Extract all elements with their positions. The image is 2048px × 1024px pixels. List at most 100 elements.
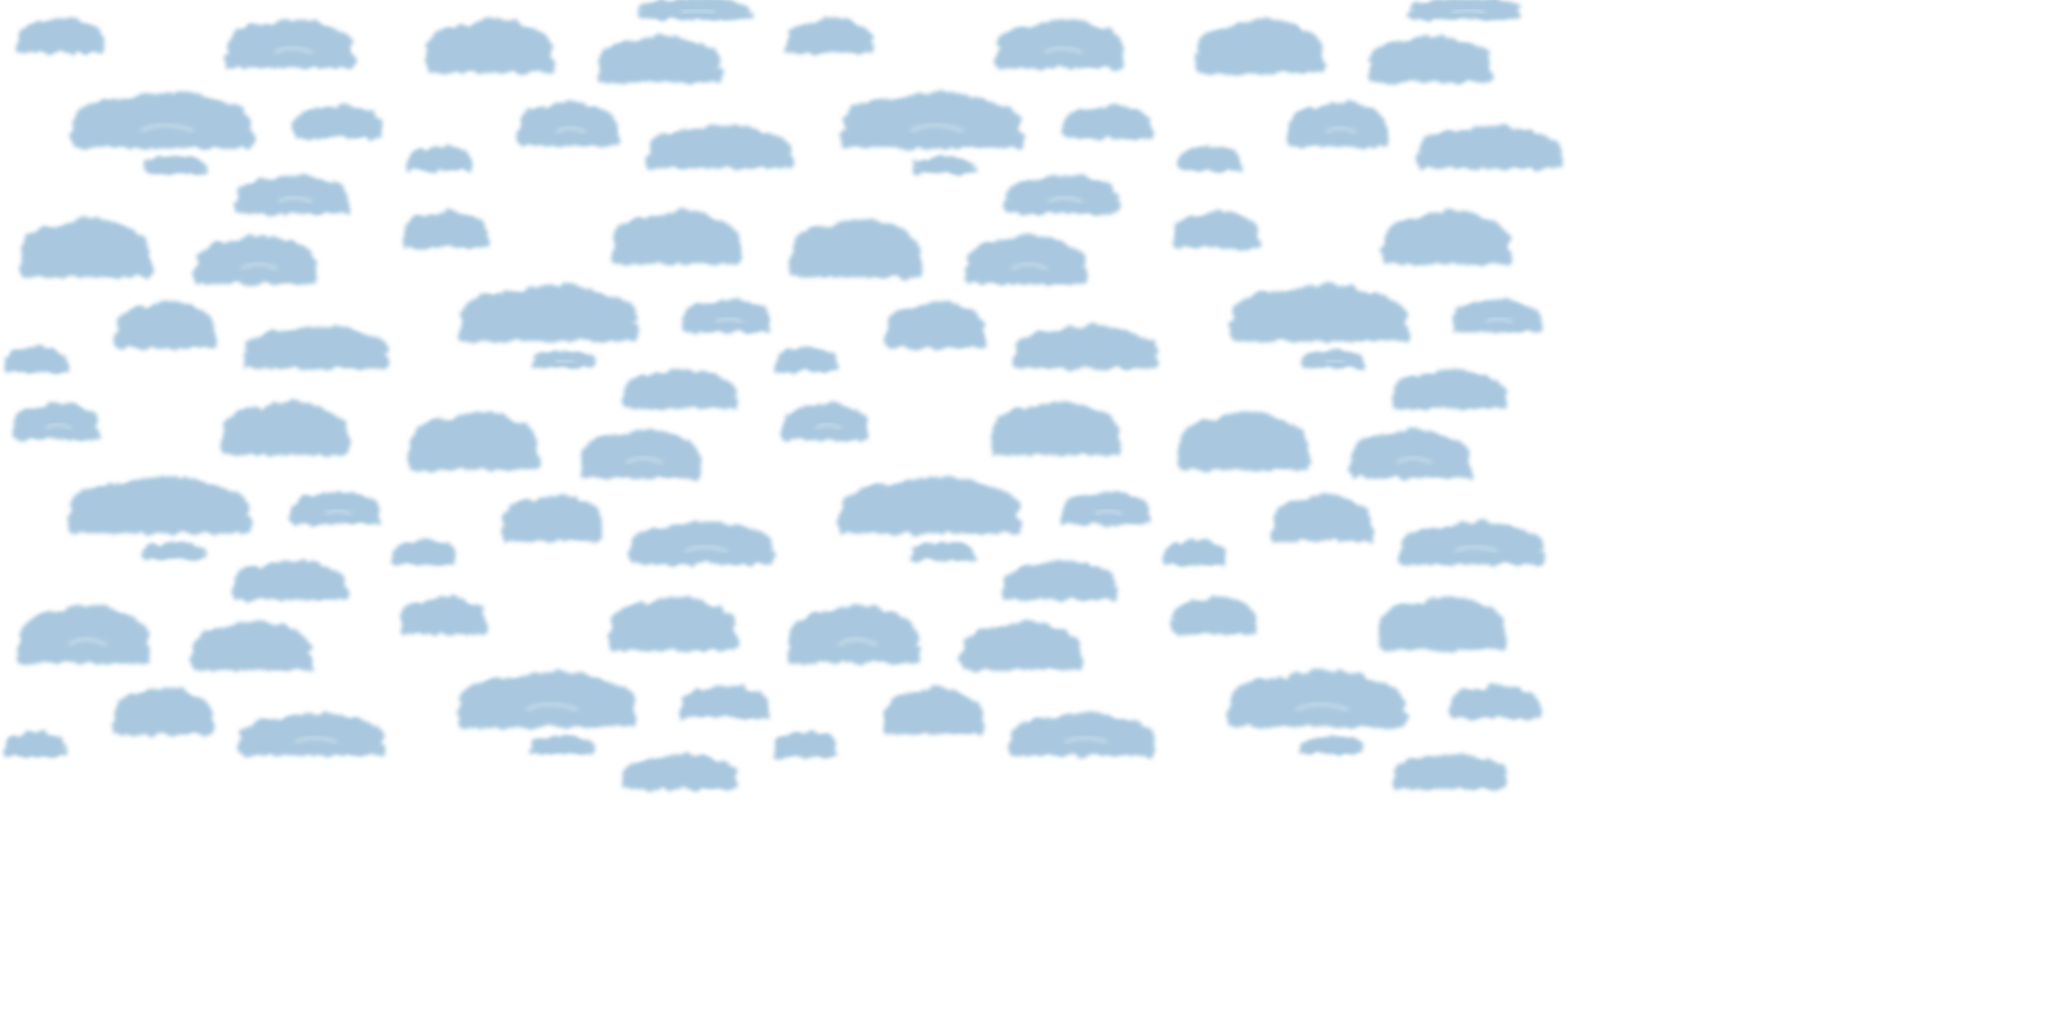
cloud-puff xyxy=(857,614,918,660)
cloud-puff xyxy=(176,159,206,173)
cloud-shape xyxy=(1171,597,1258,634)
cloud-puff xyxy=(58,409,98,438)
cloud-shape xyxy=(290,491,381,524)
cloud-shape xyxy=(13,403,100,440)
cloud-puff xyxy=(89,228,150,274)
cloud-shape xyxy=(1300,736,1364,754)
cloud-shape xyxy=(1195,19,1325,74)
cloud-shape xyxy=(425,19,555,74)
cloud-puff xyxy=(1089,332,1157,365)
cloud-shape xyxy=(965,235,1087,284)
cloud-shape xyxy=(232,561,348,600)
cloud-puff xyxy=(682,760,736,787)
cloud-shape xyxy=(142,542,206,560)
cloud-shape xyxy=(608,596,738,650)
cloud-puff xyxy=(1063,27,1123,65)
cloud-puff xyxy=(1064,181,1118,211)
cloud-shape xyxy=(531,350,595,368)
cloud-shape xyxy=(1002,561,1118,600)
cloud-shape xyxy=(991,401,1121,455)
cloud-puff xyxy=(477,421,538,467)
cloud-puff xyxy=(808,351,838,371)
cloud-puff xyxy=(166,101,251,145)
cloud-shape xyxy=(1012,325,1159,368)
cloud-shape xyxy=(530,736,594,754)
cloud-puff xyxy=(1325,502,1372,538)
cloud-shape xyxy=(885,301,987,348)
cloud-puff xyxy=(1452,376,1506,406)
cloud-shape xyxy=(401,597,488,634)
cloud-puff xyxy=(289,410,349,452)
cloud-puff xyxy=(446,603,486,632)
cloud-puff xyxy=(697,1,750,18)
cloud-shape xyxy=(1451,299,1542,332)
cloud-shape xyxy=(646,125,793,168)
cloud-shape xyxy=(191,621,313,670)
cloud-puff xyxy=(1340,109,1387,144)
cloud-puff xyxy=(441,150,471,170)
cloud-puff xyxy=(570,109,617,144)
cloud-shape xyxy=(773,731,837,757)
cloud-puff xyxy=(551,680,635,724)
cloud-puff xyxy=(1059,410,1119,452)
cloud-shape xyxy=(221,401,351,455)
cloud-shape xyxy=(679,685,770,718)
cloud-shape xyxy=(790,218,923,277)
cloud-puff xyxy=(935,695,982,731)
cloud-shape xyxy=(1178,145,1242,170)
cloud-puff xyxy=(682,376,736,406)
cloud-shape xyxy=(622,754,738,789)
cloud-shape xyxy=(628,521,775,564)
cloud-puff xyxy=(1110,110,1152,136)
cloud-shape xyxy=(1226,671,1407,728)
cloud-puff xyxy=(1497,690,1539,716)
cloud-shape xyxy=(598,35,722,82)
cloud-puff xyxy=(1432,43,1490,79)
cloud-shape xyxy=(1350,429,1472,478)
cloud-shape xyxy=(1382,210,1512,264)
cloud-puff xyxy=(828,409,868,438)
cloud-puff xyxy=(1499,304,1541,330)
cloud-puff xyxy=(493,28,553,71)
cloud-puff xyxy=(563,739,593,753)
cloud-shape xyxy=(995,19,1125,68)
cloud-shape xyxy=(292,105,383,138)
cloud-puff xyxy=(168,309,215,345)
cloud-shape xyxy=(408,411,541,470)
cloud-shape xyxy=(403,211,490,248)
cloud-shape xyxy=(1272,494,1374,541)
cloud-shape xyxy=(112,687,214,734)
cloud-shape xyxy=(1062,105,1153,138)
cloud-puff xyxy=(340,110,382,136)
cloud-shape xyxy=(1301,350,1365,368)
cloud-puff xyxy=(1333,739,1363,753)
cloud-shape xyxy=(913,156,977,174)
cloud-puff xyxy=(555,502,602,538)
cloud-puff xyxy=(1108,496,1150,522)
cloud-puff xyxy=(164,486,249,530)
cloud-shape xyxy=(195,235,317,284)
cloud-shape xyxy=(788,604,921,663)
cloud-puff xyxy=(945,545,975,559)
cloud-puff xyxy=(1085,719,1153,752)
cloud-puff xyxy=(934,486,1019,530)
cloud-shape xyxy=(16,18,104,53)
cloud-puff xyxy=(1062,567,1116,597)
cloud-shape xyxy=(70,92,254,149)
cloud-shape xyxy=(225,19,355,68)
cloud-shape xyxy=(775,346,839,372)
cloud-shape xyxy=(961,621,1083,670)
cloud-shape xyxy=(115,301,217,348)
cloud-puff xyxy=(723,132,791,165)
cloud-shape xyxy=(1416,125,1563,168)
cloud-shape xyxy=(838,477,1022,534)
cloud-puff xyxy=(1218,217,1258,246)
cloud-puff xyxy=(38,351,68,371)
cloud-shape xyxy=(1368,35,1492,82)
cloud-shape xyxy=(783,403,870,440)
cloud-puff xyxy=(175,545,205,559)
cloud-shape xyxy=(1408,0,1522,19)
cloud-puff xyxy=(1216,603,1256,632)
cloud-puff xyxy=(1024,629,1081,667)
cloud-puff xyxy=(426,544,456,564)
